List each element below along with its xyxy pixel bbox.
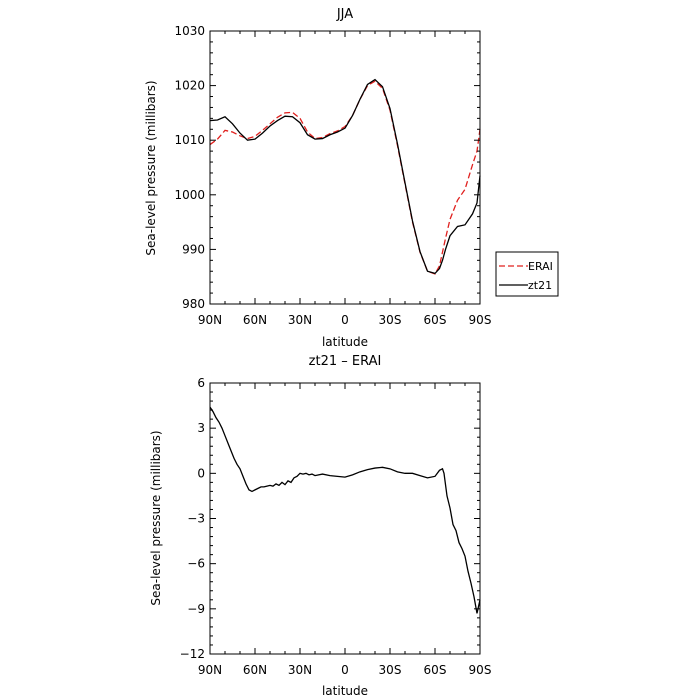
top-panel-ylabel: Sea-level pressure (millibars) (144, 80, 158, 255)
x-tick-label: 30N (288, 663, 312, 677)
y-tick-label: 6 (197, 376, 205, 390)
y-tick-label: 3 (197, 421, 205, 435)
plot-frame (209, 30, 481, 305)
x-tick-label: 30S (379, 313, 402, 327)
series-line-erai (209, 80, 481, 275)
y-tick-label: −3 (187, 512, 205, 526)
bottom-panel-ylabel: Sea-level pressure (millibars) (149, 430, 163, 605)
top-panel: JJA Sea-level pressure (millibars) latit… (144, 7, 491, 349)
x-tick-label: 90S (469, 663, 492, 677)
series-line-zt21 (209, 78, 481, 275)
y-tick-label: −12 (180, 647, 205, 661)
legend-box (495, 251, 559, 297)
plot-frame (209, 382, 481, 655)
x-tick-label: 60N (243, 313, 267, 327)
x-tick-label: 90N (198, 313, 222, 327)
legend-label-zt21: zt21 (528, 279, 552, 292)
bottom-panel-xlabel: latitude (322, 684, 368, 698)
top-panel-title: JJA (336, 7, 353, 22)
bottom-panel-title: zt21 – ERAI (309, 354, 382, 369)
y-tick-label: 1020 (174, 79, 205, 93)
series-line-difference (209, 406, 481, 614)
x-tick-label: 30S (379, 663, 402, 677)
y-tick-label: 990 (182, 242, 205, 256)
y-tick-label: 1010 (174, 133, 205, 147)
y-tick-label: 980 (182, 297, 205, 311)
x-tick-label: 0 (341, 663, 349, 677)
y-tick-label: −9 (187, 602, 205, 616)
y-tick-label: −6 (187, 557, 205, 571)
y-tick-label: 1000 (174, 188, 205, 202)
x-tick-label: 90N (198, 663, 222, 677)
x-tick-label: 60S (424, 313, 447, 327)
bottom-panel: zt21 – ERAI Sea-level pressure (millibar… (149, 354, 491, 698)
x-tick-label: 60S (424, 663, 447, 677)
x-tick-label: 0 (341, 313, 349, 327)
top-panel-xlabel: latitude (322, 335, 368, 349)
legend-label-erai: ERAI (528, 260, 553, 273)
y-tick-label: 1030 (174, 24, 205, 38)
y-tick-label: 0 (197, 466, 205, 480)
x-tick-label: 60N (243, 663, 267, 677)
x-tick-label: 90S (469, 313, 492, 327)
legend: ERAI zt21 (495, 251, 559, 297)
x-tick-label: 30N (288, 313, 312, 327)
